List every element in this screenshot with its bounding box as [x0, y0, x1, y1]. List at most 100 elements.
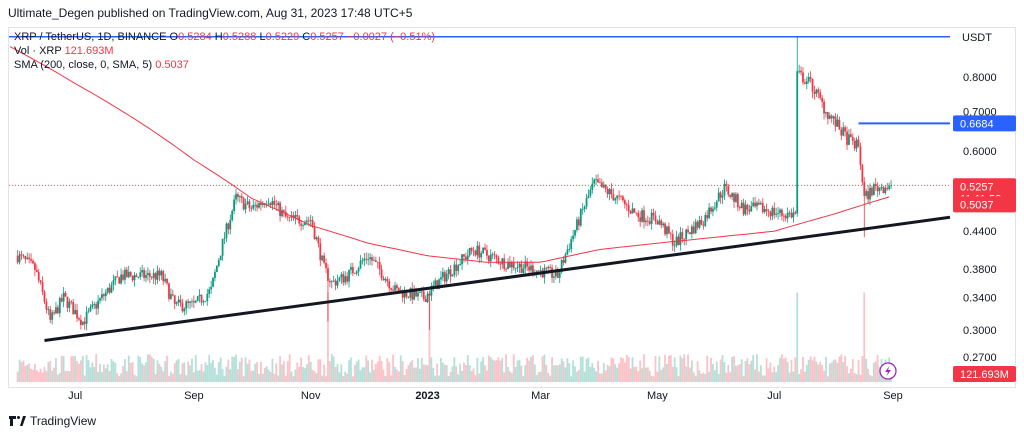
volume-bar: [750, 360, 753, 382]
candle-body: [81, 321, 84, 325]
tradingview-branding[interactable]: TradingView: [8, 414, 96, 428]
candle-body: [503, 258, 506, 269]
volume-bar: [271, 358, 274, 382]
x-tick-label: Sep: [184, 390, 204, 402]
volume-bar: [777, 365, 779, 382]
volume-bar: [380, 360, 383, 382]
volume-bar: [409, 362, 412, 382]
volume-bar: [233, 356, 236, 382]
candle-body: [600, 182, 603, 188]
volume-bar: [321, 375, 324, 382]
volume-bar: [141, 363, 144, 382]
volume-bar: [328, 361, 331, 382]
volume-bar: [189, 365, 191, 382]
volume-bar: [597, 360, 599, 382]
volume-bar: [34, 363, 36, 382]
volume-bar: [532, 355, 534, 382]
sma-price-tag: [953, 196, 1016, 213]
y-tick-label: 0.3400: [963, 293, 997, 305]
candle-body: [449, 269, 452, 277]
candle-body: [616, 195, 619, 199]
candle-body: [696, 221, 699, 228]
candle-body: [214, 271, 216, 278]
volume-bar: [495, 360, 498, 382]
candle-body: [198, 294, 201, 297]
candle-body: [39, 280, 42, 283]
candle-body: [660, 220, 663, 226]
volume-bar: [384, 376, 387, 382]
candle-body: [221, 238, 224, 256]
candle-body: [217, 260, 220, 266]
candle-body: [702, 224, 705, 226]
volume-bar: [754, 369, 756, 382]
candle-body: [888, 186, 891, 189]
volume-bar: [342, 376, 345, 382]
candle-body: [407, 296, 410, 298]
volume-bar: [449, 371, 452, 382]
candle-body: [476, 245, 479, 256]
candle-body: [817, 89, 820, 93]
candle-body: [579, 209, 582, 226]
candle-body: [127, 271, 130, 278]
volume-bar: [796, 292, 799, 382]
volume-bar: [185, 375, 188, 382]
candle-body: [556, 269, 559, 278]
volume-bar: [742, 376, 745, 382]
volume-bar: [58, 373, 61, 382]
candle-body: [708, 207, 711, 219]
candle-body: [108, 287, 111, 293]
candle-body: [311, 220, 314, 228]
volume-bar: [353, 364, 356, 382]
symbol-label[interactable]: XRP / TetherUS, 1D, BINANCE: [14, 31, 167, 43]
volume-bar: [556, 365, 559, 382]
candle-body: [409, 288, 412, 298]
volume-bar: [426, 365, 429, 382]
volume-bar: [215, 374, 218, 382]
volume-bar: [158, 363, 161, 382]
volume-label[interactable]: Vol · XRP: [14, 45, 62, 57]
volume-bar: [304, 368, 306, 382]
candle-body: [204, 301, 207, 302]
volume-bar: [503, 372, 506, 382]
volume-bar: [579, 356, 582, 382]
volume-bar: [735, 365, 737, 382]
candle-body: [187, 301, 190, 303]
candle-body: [361, 260, 364, 262]
sma-label[interactable]: SMA (200, close, 0, SMA, 5): [14, 59, 153, 71]
volume-bar: [782, 358, 785, 382]
candle-body: [727, 185, 730, 195]
candle-body: [874, 184, 877, 186]
candle-body: [583, 206, 586, 210]
candle-body: [457, 265, 460, 272]
volume-bar: [37, 372, 40, 382]
candle-body: [418, 292, 421, 294]
volume-bar: [660, 369, 663, 382]
candle-body: [627, 204, 630, 212]
candle-body: [171, 294, 174, 296]
candle-body: [315, 237, 318, 240]
volume-bar: [472, 368, 475, 382]
ohlc-legend: XRP / TetherUS, 1D, BINANCE O0.5284 H0.5…: [14, 30, 435, 44]
candle-body: [470, 247, 473, 251]
sma-200-line: [9, 46, 890, 263]
volume-bar: [769, 362, 772, 382]
volume-bar: [675, 367, 678, 382]
candle-body: [300, 223, 303, 226]
candle-body: [22, 255, 25, 257]
candle-body: [78, 318, 80, 320]
candle-body: [811, 78, 814, 92]
candle-body: [185, 301, 188, 309]
volume-bar: [817, 364, 820, 382]
candle-body: [671, 234, 674, 246]
candle-body: [763, 208, 766, 213]
candle-body: [869, 187, 871, 200]
candle-body: [143, 270, 145, 278]
volume-bar: [773, 366, 776, 382]
candle-body: [587, 195, 590, 199]
candle-body: [147, 272, 149, 276]
candle-body: [786, 212, 789, 219]
candle-body: [422, 291, 425, 299]
volume-bar: [93, 366, 96, 382]
candle-body: [210, 286, 213, 290]
